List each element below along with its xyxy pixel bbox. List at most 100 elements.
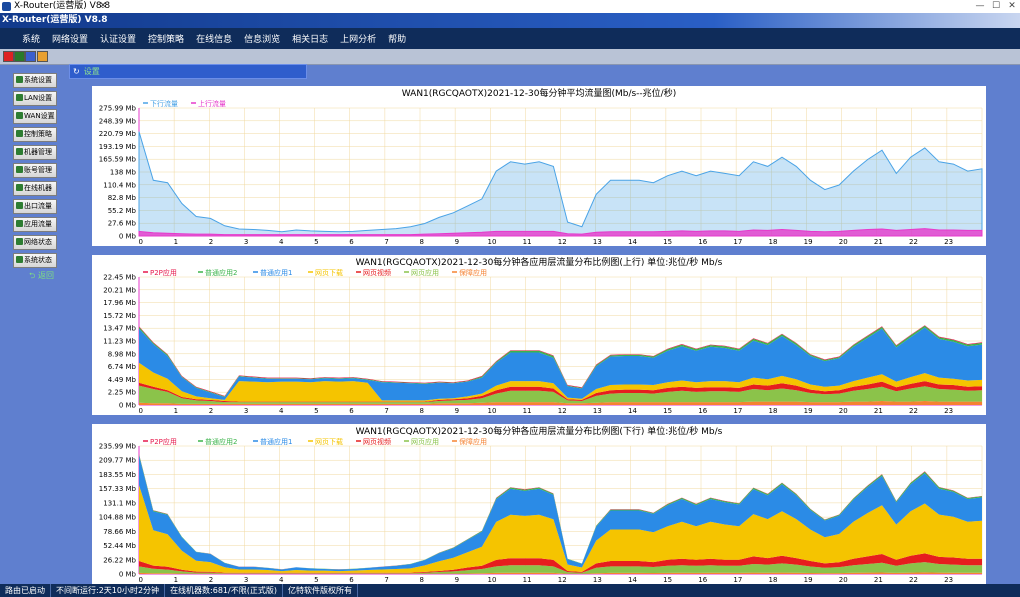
status-router: 路由已启动 (0, 584, 51, 597)
y-tick-label: 157.33 Mb (99, 485, 137, 493)
y-tick-label: 13.47 Mb (103, 325, 136, 333)
x-tick-label: 11 (523, 576, 532, 584)
legend-label: 下行流量 (150, 99, 178, 108)
menu-item-help[interactable]: 帮助 (388, 35, 407, 45)
y-tick-label: 220.79 Mb (99, 130, 137, 138)
x-tick-label: 10 (488, 576, 497, 584)
menu-item-policy[interactable]: 控制策略 (148, 35, 185, 45)
y-tick-label: 275.99 Mb (99, 105, 137, 113)
x-tick-label: 17 (733, 576, 742, 584)
x-tick-label: 11 (523, 238, 532, 246)
y-tick-label: 0 Mb (119, 571, 137, 579)
x-tick-label: 22 (909, 407, 918, 415)
legend-label: 网页应用 (411, 437, 439, 446)
x-tick-label: 3 (244, 238, 248, 246)
y-tick-label: 209.77 Mb (99, 457, 137, 465)
app-title-bar: X-Router(运营版) V8.8 (0, 13, 1020, 28)
x-tick-label: 18 (769, 238, 778, 246)
chart-upload-app: WAN1(RGCQAOTX)2021-12-30每分钟各应用层流量分布比例图(上… (92, 255, 986, 415)
x-tick-label: 17 (733, 238, 742, 246)
y-tick-label: 55.2 Mb (108, 207, 137, 215)
legend-label: 普通应用1 (260, 437, 292, 446)
x-tick-label: 12 (558, 576, 567, 584)
y-tick-label: 110.4 Mb (103, 181, 136, 189)
y-tick-label: 104.88 Mb (99, 514, 137, 522)
sidebar-item-system-settings[interactable]: 系统设置 (13, 73, 57, 88)
y-tick-label: 193.19 Mb (99, 143, 137, 151)
y-tick-label: 15.72 Mb (103, 312, 136, 320)
x-tick-label: 12 (558, 407, 567, 415)
menu-item-network[interactable]: 网络设置 (52, 35, 89, 45)
menu-item-system[interactable]: 系统 (22, 35, 41, 45)
settings-icon[interactable] (37, 51, 48, 62)
toolbar (0, 49, 1020, 65)
sidebar-item-system-status[interactable]: 系统状态 (13, 253, 57, 268)
chart-wan-traffic: WAN1(RGCQAOTX)2021-12-30每分钟平均流量图(Mb/s--兆… (92, 86, 986, 246)
x-tick-label: 20 (839, 407, 848, 415)
x-tick-label: 2 (209, 576, 213, 584)
menu-item-online[interactable]: 在线信息 (196, 35, 233, 45)
minimize-icon[interactable]: — (975, 1, 985, 11)
tab-close-icon[interactable]: ✕ (99, 1, 107, 11)
chart-title: WAN1(RGCQAOTX)2021-12-30每分钟各应用层流量分布比例图(下… (356, 425, 723, 437)
x-tick-label: 22 (909, 576, 918, 584)
stack-area-2 (139, 381, 982, 403)
sidebar-item-online-machines[interactable]: 在线机器 (13, 181, 57, 196)
sidebar-item-network-status[interactable]: 网络状态 (13, 235, 57, 250)
sidebar-item-wan[interactable]: WAN设置 (13, 109, 57, 124)
account-icon (16, 166, 23, 173)
x-tick-label: 17 (733, 407, 742, 415)
y-tick-label: 17.96 Mb (103, 299, 136, 307)
close-icon[interactable]: ✕ (1008, 1, 1016, 11)
sidebar-item-app-traffic[interactable]: 应用流量 (13, 217, 57, 232)
status-icon (16, 256, 23, 263)
y-tick-label: 131.1 Mb (103, 499, 136, 507)
x-tick-label: 15 (663, 407, 672, 415)
chart-download-app: WAN1(RGCQAOTX)2021-12-30每分钟各应用层流量分布比例图(下… (92, 424, 986, 584)
refresh-icon[interactable]: ↻ (73, 67, 80, 76)
sidebar-item-accounts[interactable]: 账号管理 (13, 163, 57, 178)
y-tick-label: 8.98 Mb (108, 350, 137, 358)
x-tick-label: 7 (384, 407, 388, 415)
x-tick-label: 3 (244, 576, 248, 584)
x-tick-label: 6 (349, 238, 354, 246)
menu-item-browse[interactable]: 信息浏览 (244, 35, 281, 45)
sidebar-item-lan[interactable]: LAN设置 (13, 91, 57, 106)
policy-icon (16, 130, 23, 137)
wan-icon (16, 112, 23, 119)
legend-label: 普通应用1 (260, 268, 292, 277)
sidebar-item-policy[interactable]: 控制策略 (13, 127, 57, 142)
menu-item-auth[interactable]: 认证设置 (100, 35, 137, 45)
y-tick-label: 20.21 Mb (103, 286, 136, 294)
stack-area-0 (139, 401, 982, 405)
breadcrumb: ↻ 设置 (69, 64, 307, 79)
chart-svg: WAN1(RGCQAOTX)2021-12-30每分钟平均流量图(Mb/s--兆… (99, 87, 983, 246)
x-tick-label: 1 (174, 576, 178, 584)
back-link[interactable]: ⮌ 返回 (29, 271, 54, 280)
legend-label: 保障应用 (459, 437, 487, 446)
sidebar-item-egress-traffic[interactable]: 出口流量 (13, 199, 57, 214)
refresh-icon[interactable] (25, 51, 36, 62)
menu-item-logs[interactable]: 相关日志 (292, 35, 329, 45)
x-tick-label: 19 (804, 238, 813, 246)
x-tick-label: 0 (139, 576, 143, 584)
chart-title: WAN1(RGCQAOTX)2021-12-30每分钟平均流量图(Mb/s--兆… (402, 87, 676, 99)
app-icon (2, 2, 11, 11)
stop-icon[interactable] (3, 51, 14, 62)
x-tick-label: 4 (279, 576, 284, 584)
x-tick-label: 4 (279, 238, 284, 246)
window-titlebar: X-Router(运营版) V8.8 ✕ — ☐ ✕ (0, 0, 1020, 14)
x-tick-label: 16 (698, 238, 707, 246)
maximize-icon[interactable]: ☐ (991, 1, 1001, 11)
system-icon (16, 76, 23, 83)
menu-bar: 系统 网络设置 认证设置 控制策略 在线信息 信息浏览 相关日志 上网分析 帮助 (0, 28, 1020, 49)
start-icon[interactable] (14, 51, 25, 62)
x-tick-label: 21 (874, 238, 883, 246)
legend-label: 网页下载 (315, 268, 343, 277)
menu-item-analysis[interactable]: 上网分析 (340, 35, 377, 45)
sidebar-item-machines[interactable]: 机器管理 (13, 145, 57, 160)
x-tick-label: 19 (804, 407, 813, 415)
status-online-count: 在线机器数:681/不限(正式版) (165, 584, 283, 597)
x-tick-label: 8 (420, 407, 424, 415)
stack-area-1 (139, 385, 982, 404)
